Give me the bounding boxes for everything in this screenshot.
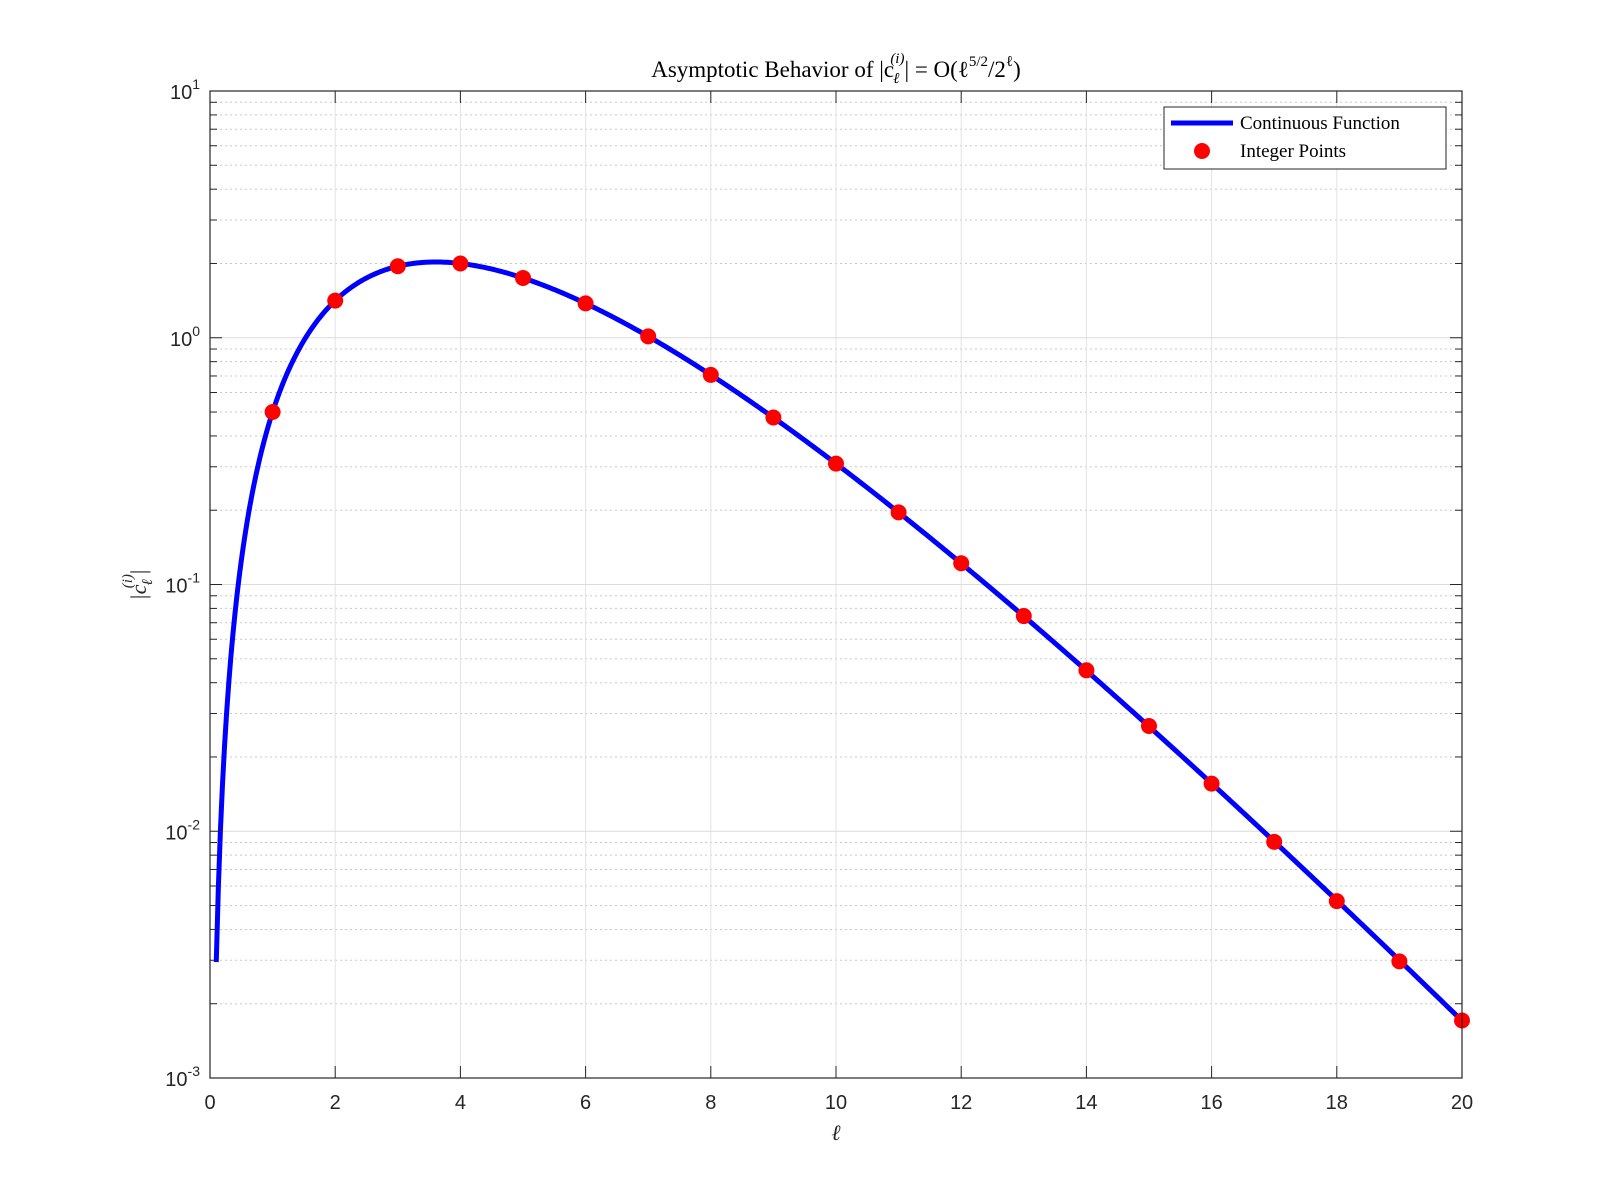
data-point-marker [890,504,907,521]
x-tick-label: 6 [580,1092,591,1114]
series-layer [213,255,1470,1029]
major-grid [210,91,1462,1078]
ylabel-suffix: | [126,570,151,574]
legend-label-integer: Integer Points [1240,141,1346,162]
data-point-marker [1015,608,1032,625]
y-tick-label: 10-2 [165,816,200,844]
data-point-marker [765,409,782,426]
y-axis-label: |cℓ (i)| [120,570,156,601]
tick-marks [209,90,1463,1079]
x-tick-label: 8 [705,1092,716,1114]
data-point-marker [953,555,970,572]
title-sup3: ℓ [1006,54,1013,70]
ylabel-sup: (i) [120,574,136,588]
x-axis-label: ℓ [831,1120,841,1145]
x-tick-label: 0 [204,1092,215,1114]
x-tick-label: 12 [950,1092,972,1114]
x-tick-label: 2 [330,1092,341,1114]
data-point-marker [389,258,406,275]
title-middle2: /2 [988,57,1006,82]
data-point-marker [1266,833,1283,850]
title-sub: ℓ [893,71,899,87]
data-point-marker [452,255,469,272]
data-point-marker [327,292,344,309]
data-point-marker [264,404,281,421]
title-middle: | = O(ℓ [904,57,968,82]
y-tick-label: 100 [170,323,200,351]
title-sup: (i) [890,51,904,67]
data-point-marker [1141,718,1157,735]
data-point-marker [1203,775,1220,792]
x-tick-label: 20 [1451,1092,1473,1114]
chart-title: Asymptotic Behavior of |cℓ(i)| = O(ℓ5/2/… [651,51,1021,87]
x-tick-label: 18 [1326,1092,1348,1114]
data-point-marker [1078,662,1095,679]
y-tick-label: 101 [170,76,200,104]
y-tick-label: 10-3 [165,1063,200,1091]
title-prefix: Asymptotic Behavior of |c [651,57,894,82]
data-point-marker [515,269,531,286]
x-tick-label: 14 [1075,1092,1097,1114]
legend-marker-swatch [1194,143,1210,159]
y-tick-labels: 10-3 10-2 10-1 100 101 [165,76,200,1091]
x-tick-label: 4 [455,1092,466,1114]
legend-box [1163,106,1447,170]
data-point-marker [702,366,719,383]
x-tick-label: 16 [1200,1092,1222,1114]
ylabel-sub: ℓ [140,579,156,585]
title-sup2: 5/2 [969,54,988,70]
y-tick-label: 10-1 [165,570,200,598]
data-point-marker [828,455,844,472]
legend-label-continuous: Continuous Function [1240,113,1400,134]
legend: Continuous Function Integer Points [1163,106,1447,170]
title-suffix: ) [1013,57,1021,82]
data-point-marker [577,295,594,312]
data-point-marker [1328,893,1345,910]
ylabel-prefix: |c [126,584,151,600]
x-tick-labels: 0 2 4 6 8 10 12 14 16 18 20 [204,1092,1473,1114]
x-tick-label: 10 [825,1092,847,1114]
data-point-marker [640,328,657,345]
data-point-marker [1391,953,1408,970]
